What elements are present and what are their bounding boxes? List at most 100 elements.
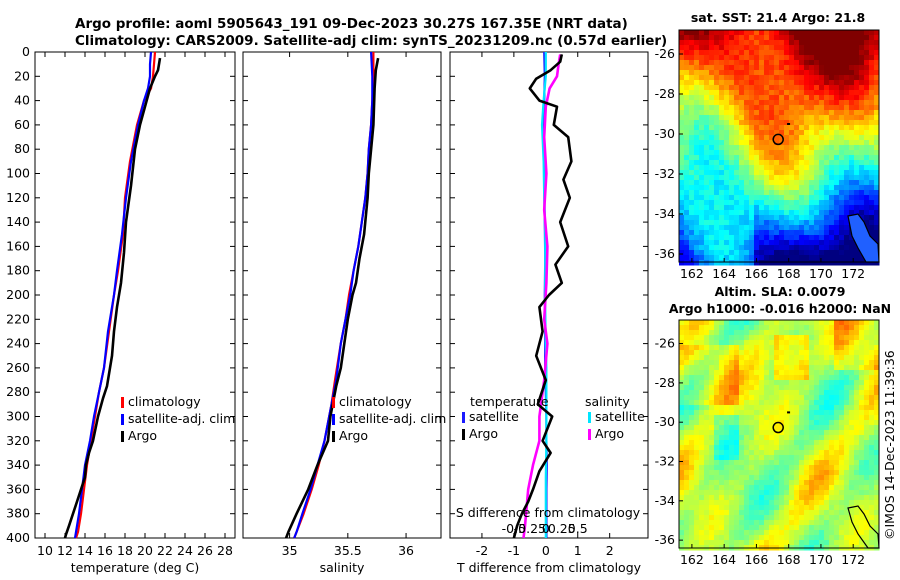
map-cell (849, 130, 855, 136)
map-cell (824, 70, 830, 76)
map-cell (794, 155, 800, 161)
map-cell (794, 40, 800, 46)
map-cell (819, 90, 825, 96)
map-cell (844, 395, 850, 401)
map-cell (759, 445, 765, 451)
map-cell (754, 75, 760, 81)
map-cell (809, 520, 815, 526)
map-cell (694, 120, 700, 126)
map-cell (864, 455, 870, 461)
map-cell (709, 520, 715, 526)
map-cell (699, 250, 705, 256)
map-cell (714, 250, 720, 256)
map-cell (839, 50, 845, 56)
map-cell (854, 65, 860, 71)
map-cell (749, 390, 755, 396)
map-cell (744, 160, 750, 166)
map-cell (864, 160, 870, 166)
map-cell (724, 365, 730, 371)
map-x-tick-label: 164 (712, 552, 736, 567)
map-cell (689, 530, 695, 536)
map-cell (854, 140, 860, 146)
map-cell (874, 350, 880, 356)
map-cell (704, 150, 710, 156)
map-cell (864, 500, 870, 506)
map-cell (689, 50, 695, 56)
map-cell (739, 200, 745, 206)
map-cell (759, 450, 765, 456)
map-cell (809, 325, 815, 331)
map-cell (794, 255, 800, 261)
map-cell (724, 525, 730, 531)
map-cell (739, 385, 745, 391)
map-cell (839, 115, 845, 121)
map-cell (839, 125, 845, 131)
map-cell (769, 420, 775, 426)
map-cell (689, 490, 695, 496)
map-cell (869, 55, 875, 61)
map-cell (754, 365, 760, 371)
map-cell (719, 150, 725, 156)
map-cell (864, 175, 870, 181)
map-cell (714, 385, 720, 391)
map-cell (789, 515, 795, 521)
map-cell (869, 180, 875, 186)
map-cell (694, 225, 700, 231)
map-cell (679, 35, 685, 41)
map-cell (804, 405, 810, 411)
map-cell (689, 105, 695, 111)
map-cell (719, 195, 725, 201)
map-cell (764, 215, 770, 221)
map-cell (869, 435, 875, 441)
map-cell (684, 465, 690, 471)
map-cell (784, 365, 790, 371)
map-cell (744, 405, 750, 411)
map-cell (724, 215, 730, 221)
y-tick-label: 300 (6, 409, 30, 424)
map-cell (869, 30, 875, 36)
map-cell (714, 50, 720, 56)
map-cell (694, 70, 700, 76)
map-cell (734, 510, 740, 516)
map-cell (749, 140, 755, 146)
map-cell (739, 95, 745, 101)
map-cell (784, 510, 790, 516)
coastline-outline (847, 213, 880, 263)
map-cell (734, 175, 740, 181)
map-cell (689, 255, 695, 261)
map-cell (804, 150, 810, 156)
map-cell (789, 390, 795, 396)
map-cell (859, 350, 865, 356)
map-cell (729, 125, 735, 131)
map-cell (869, 215, 875, 221)
map-cell (854, 260, 860, 266)
map-cell (754, 375, 760, 381)
map-cell (749, 150, 755, 156)
map-cell (849, 150, 855, 156)
map-cell (729, 435, 735, 441)
map-cell (794, 85, 800, 91)
map-cell (824, 505, 830, 511)
map-cell (819, 140, 825, 146)
map-cell (739, 225, 745, 231)
map-cell (814, 505, 820, 511)
map-cell (779, 250, 785, 256)
map-cell (774, 230, 780, 236)
map-cell (804, 410, 810, 416)
map-cell (834, 125, 840, 131)
map-cell (814, 515, 820, 521)
map-cell (729, 165, 735, 171)
map-cell (704, 85, 710, 91)
map-cell (689, 350, 695, 356)
map-cell (754, 330, 760, 336)
map-cell (709, 255, 715, 261)
map-cell (834, 35, 840, 41)
map-cell (684, 495, 690, 501)
map-cell (729, 440, 735, 446)
map-cell (859, 455, 865, 461)
map-cell (874, 260, 880, 266)
map-cell (729, 255, 735, 261)
map-cell (724, 220, 730, 226)
map-cell (779, 515, 785, 521)
